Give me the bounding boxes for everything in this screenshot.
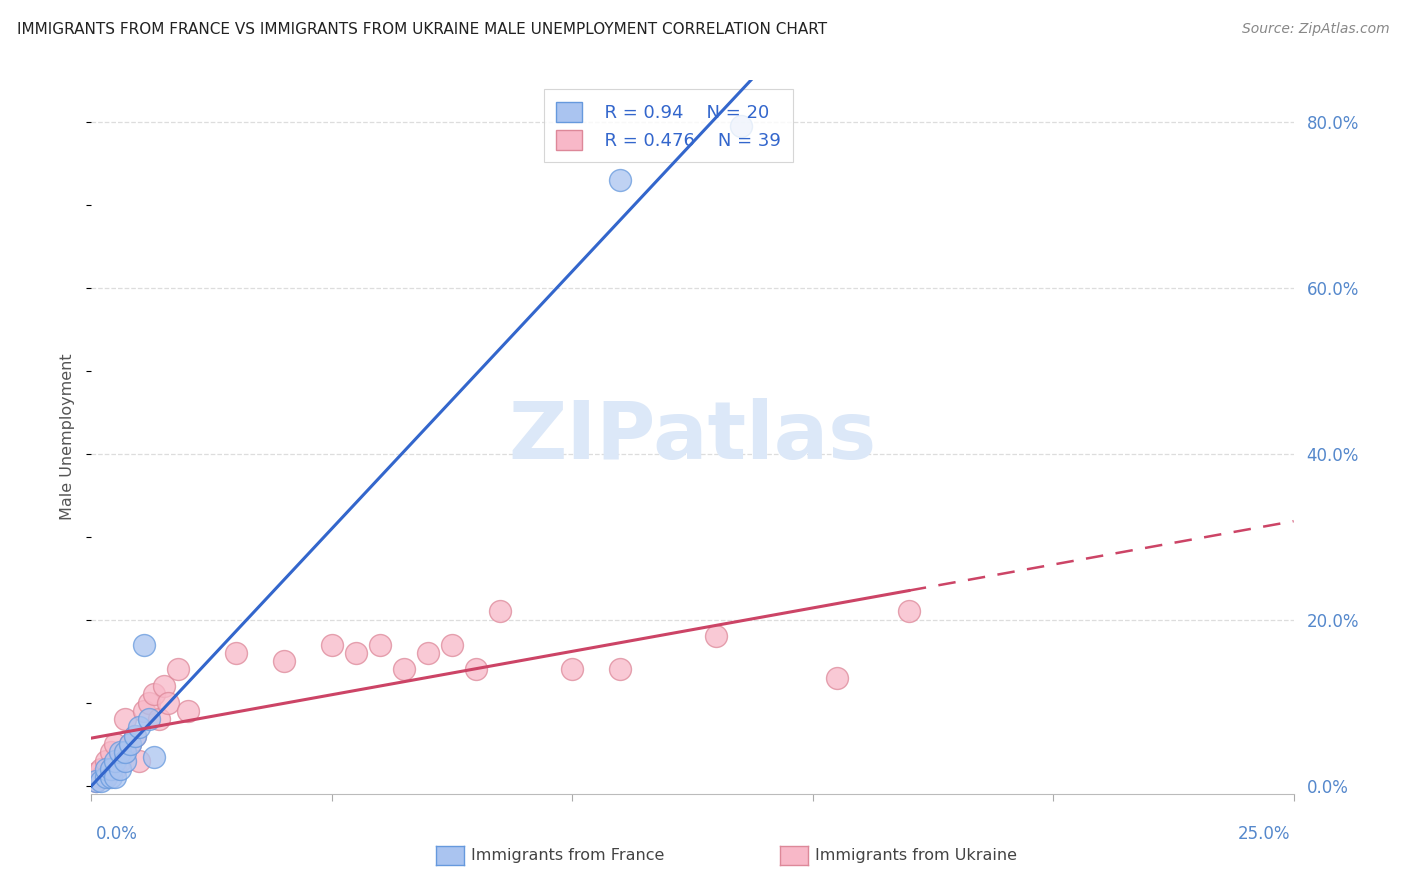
Point: [90, 762, 112, 776]
Point: [118, 737, 141, 751]
Point: [110, 745, 132, 759]
Point: [152, 679, 174, 693]
Legend:   R = 0.94    N = 20,   R = 0.476    N = 39: R = 0.94 N = 20, R = 0.476 N = 39: [544, 89, 793, 162]
Point: [94, 762, 117, 776]
Text: IMMIGRANTS FROM FRANCE VS IMMIGRANTS FROM UKRAINE MALE UNEMPLOYMENT CORRELATION : IMMIGRANTS FROM FRANCE VS IMMIGRANTS FRO…: [17, 22, 827, 37]
Point: [416, 646, 439, 660]
Point: [368, 638, 391, 652]
Point: [124, 729, 146, 743]
Point: [138, 712, 160, 726]
Point: [344, 646, 367, 660]
Point: [100, 770, 122, 784]
Point: [104, 754, 127, 768]
Point: [273, 654, 295, 668]
Point: [128, 754, 150, 768]
Point: [128, 721, 150, 735]
Point: [440, 638, 463, 652]
Point: [114, 745, 136, 759]
Point: [392, 662, 415, 676]
Point: [114, 745, 136, 759]
Point: [176, 704, 198, 718]
Text: Source: ZipAtlas.com: Source: ZipAtlas.com: [1241, 22, 1389, 37]
Text: ZIPatlas: ZIPatlas: [509, 398, 876, 476]
Point: [142, 687, 165, 701]
Point: [114, 754, 136, 768]
Point: [134, 638, 156, 652]
Point: [706, 629, 728, 643]
Point: [94, 770, 117, 784]
Point: [114, 712, 136, 726]
Text: 25.0%: 25.0%: [1239, 825, 1291, 843]
Point: [110, 762, 132, 776]
Point: [100, 762, 122, 776]
Point: [104, 770, 127, 784]
Text: Immigrants from Ukraine: Immigrants from Ukraine: [815, 848, 1018, 863]
Point: [138, 696, 160, 710]
Point: [321, 638, 343, 652]
Text: 0.0%: 0.0%: [96, 825, 138, 843]
Point: [94, 754, 117, 768]
Point: [94, 770, 117, 784]
Point: [118, 737, 141, 751]
Point: [489, 604, 512, 618]
Point: [157, 696, 180, 710]
Point: [84, 766, 107, 780]
Text: Immigrants from France: Immigrants from France: [471, 848, 665, 863]
Point: [124, 729, 146, 743]
Point: [84, 774, 107, 789]
Point: [90, 770, 112, 784]
Point: [225, 646, 247, 660]
Point: [897, 604, 920, 618]
Y-axis label: Male Unemployment: Male Unemployment: [60, 354, 76, 520]
Point: [609, 662, 631, 676]
Point: [110, 754, 132, 768]
Point: [465, 662, 488, 676]
Point: [609, 173, 631, 187]
Point: [167, 662, 190, 676]
Point: [100, 745, 122, 759]
Point: [104, 737, 127, 751]
Point: [84, 774, 107, 789]
Point: [730, 119, 752, 133]
Point: [825, 671, 848, 685]
Point: [148, 712, 170, 726]
Point: [561, 662, 583, 676]
Point: [104, 762, 127, 776]
Point: [90, 774, 112, 789]
Point: [142, 749, 165, 764]
Point: [100, 762, 122, 776]
Point: [134, 704, 156, 718]
